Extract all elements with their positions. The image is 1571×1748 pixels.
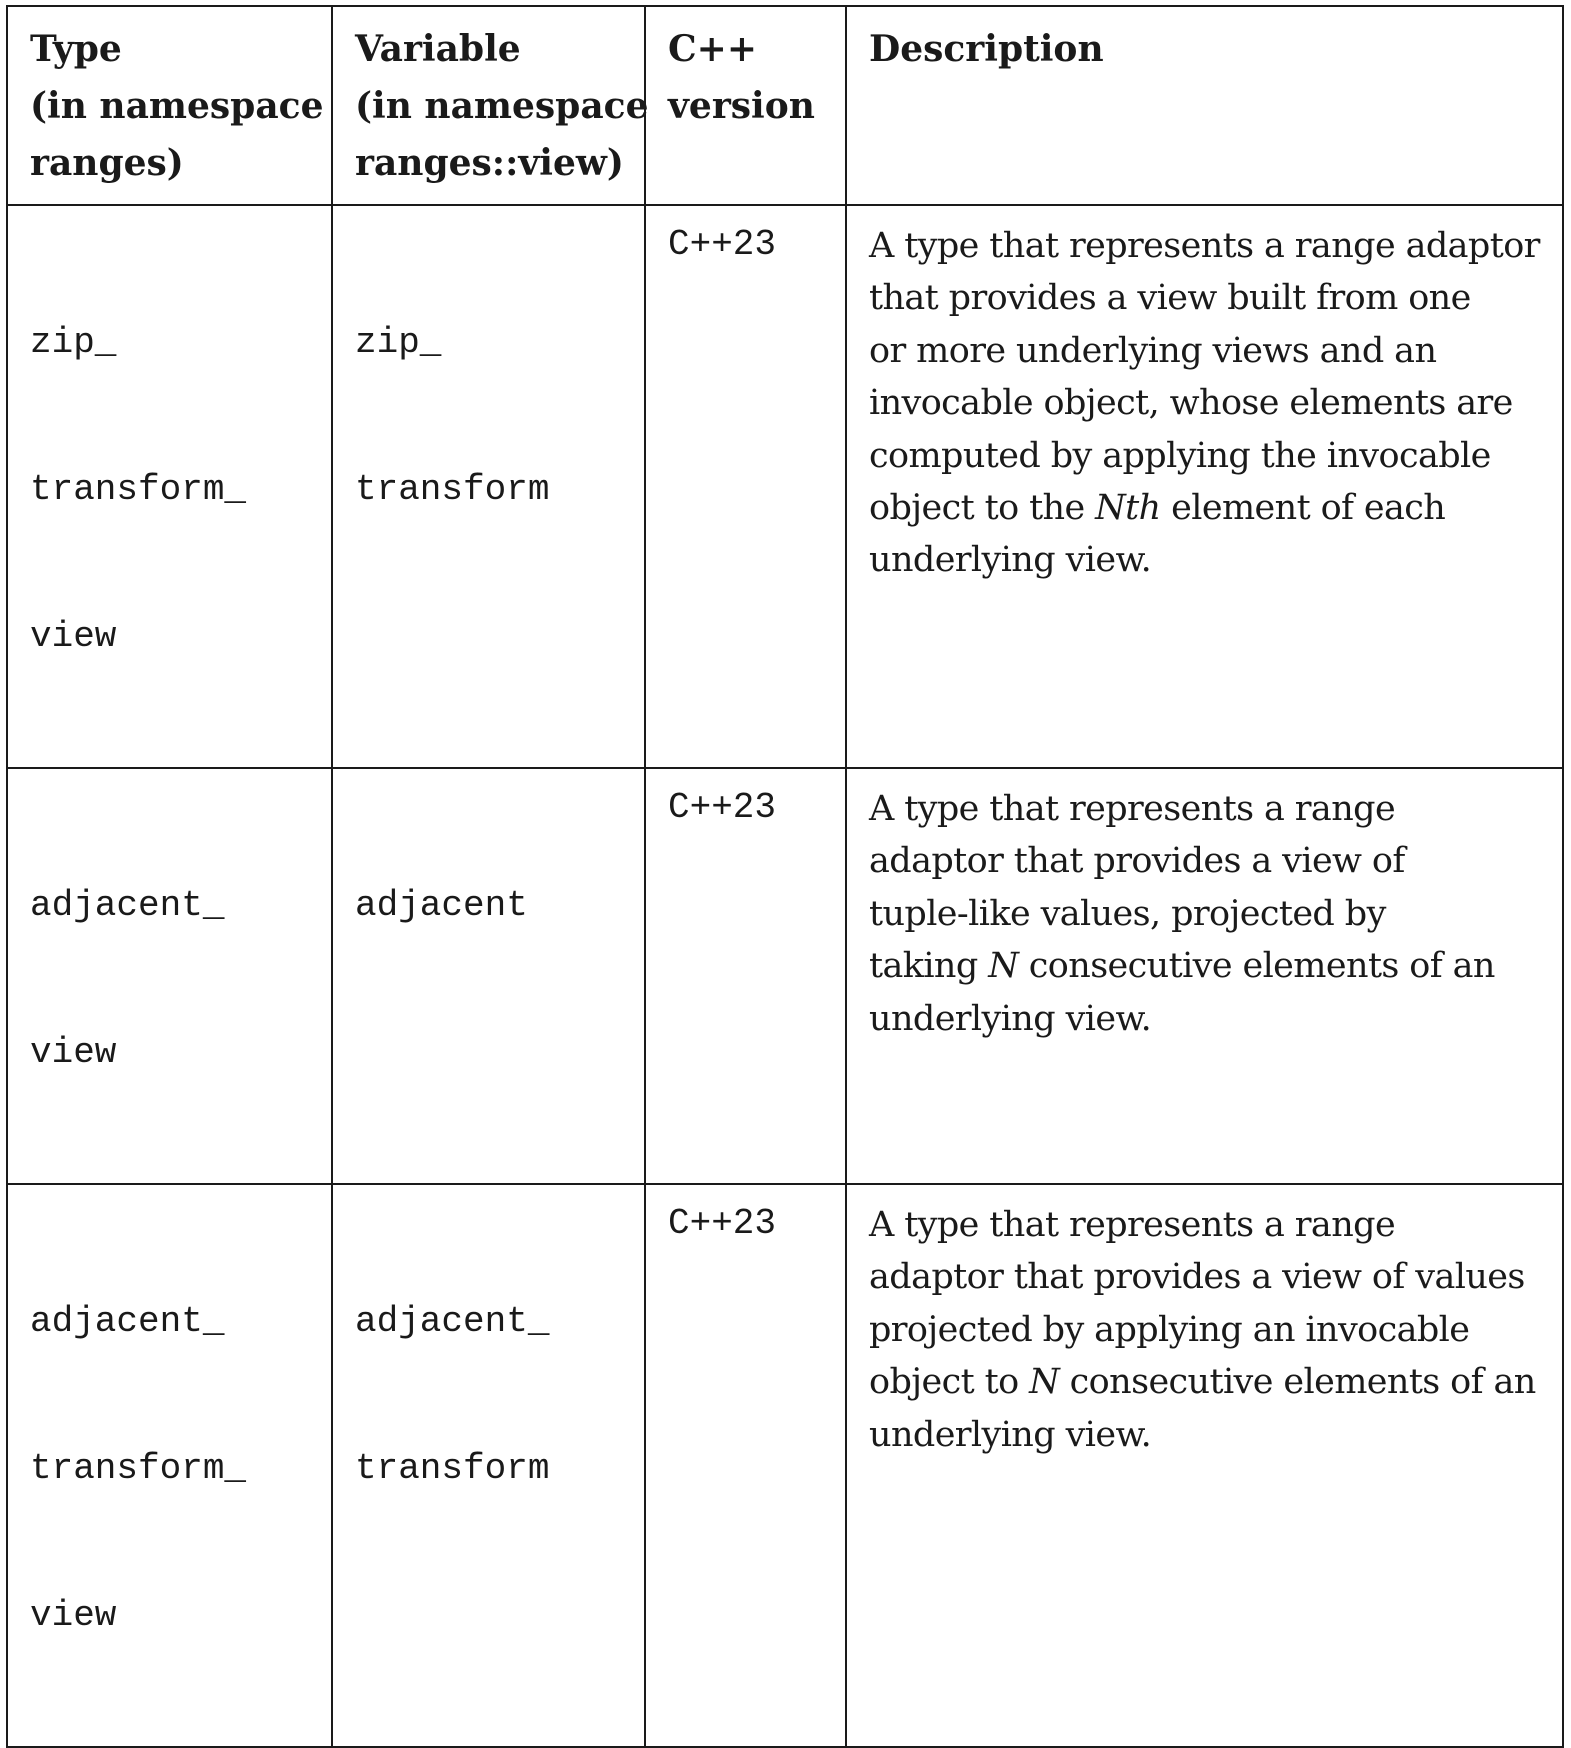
cell-variable: zip_ transform: [331, 204, 646, 769]
cell-type: zip_ transform_ view: [6, 204, 333, 769]
reference-table: Type (in namespace ranges) Variable (in …: [6, 5, 1564, 1748]
description-line-mixed: object to the Nth element of each: [869, 488, 1446, 529]
cell-description: A type that represents a range adaptor t…: [845, 767, 1564, 1185]
cell-version: C++23: [644, 767, 847, 1185]
header-type: Type (in namespace ranges): [6, 5, 333, 206]
cell-version: C++23: [644, 204, 847, 769]
cell-type: adjacent_ transform_ view: [6, 1183, 333, 1748]
header-variable: Variable (in namespace ranges::view): [331, 5, 649, 206]
header-row: Type (in namespace ranges) Variable (in …: [6, 5, 1564, 206]
table-row: adjacent_ transform_ view adjacent_ tran…: [6, 1183, 1564, 1748]
cell-version: C++23: [644, 1183, 847, 1748]
cell-description: A type that represents a range adaptor t…: [845, 204, 1564, 769]
cell-variable: adjacent_ transform: [331, 1183, 646, 1748]
cell-description: A type that represents a range adaptor t…: [845, 1183, 1564, 1748]
cell-variable: adjacent: [331, 767, 646, 1185]
header-version: C++ version: [644, 5, 847, 206]
description-line-mixed: object to N consecutive elements of an: [869, 1362, 1536, 1403]
table-row: adjacent_ view adjacent C++23 A type tha…: [6, 767, 1564, 1185]
header-description: Description: [845, 5, 1564, 206]
cell-type: adjacent_ view: [6, 767, 333, 1185]
table-row: zip_ transform_ view zip_ transform C++2…: [6, 204, 1564, 769]
description-line-mixed: taking N consecutive elements of an: [869, 946, 1495, 987]
